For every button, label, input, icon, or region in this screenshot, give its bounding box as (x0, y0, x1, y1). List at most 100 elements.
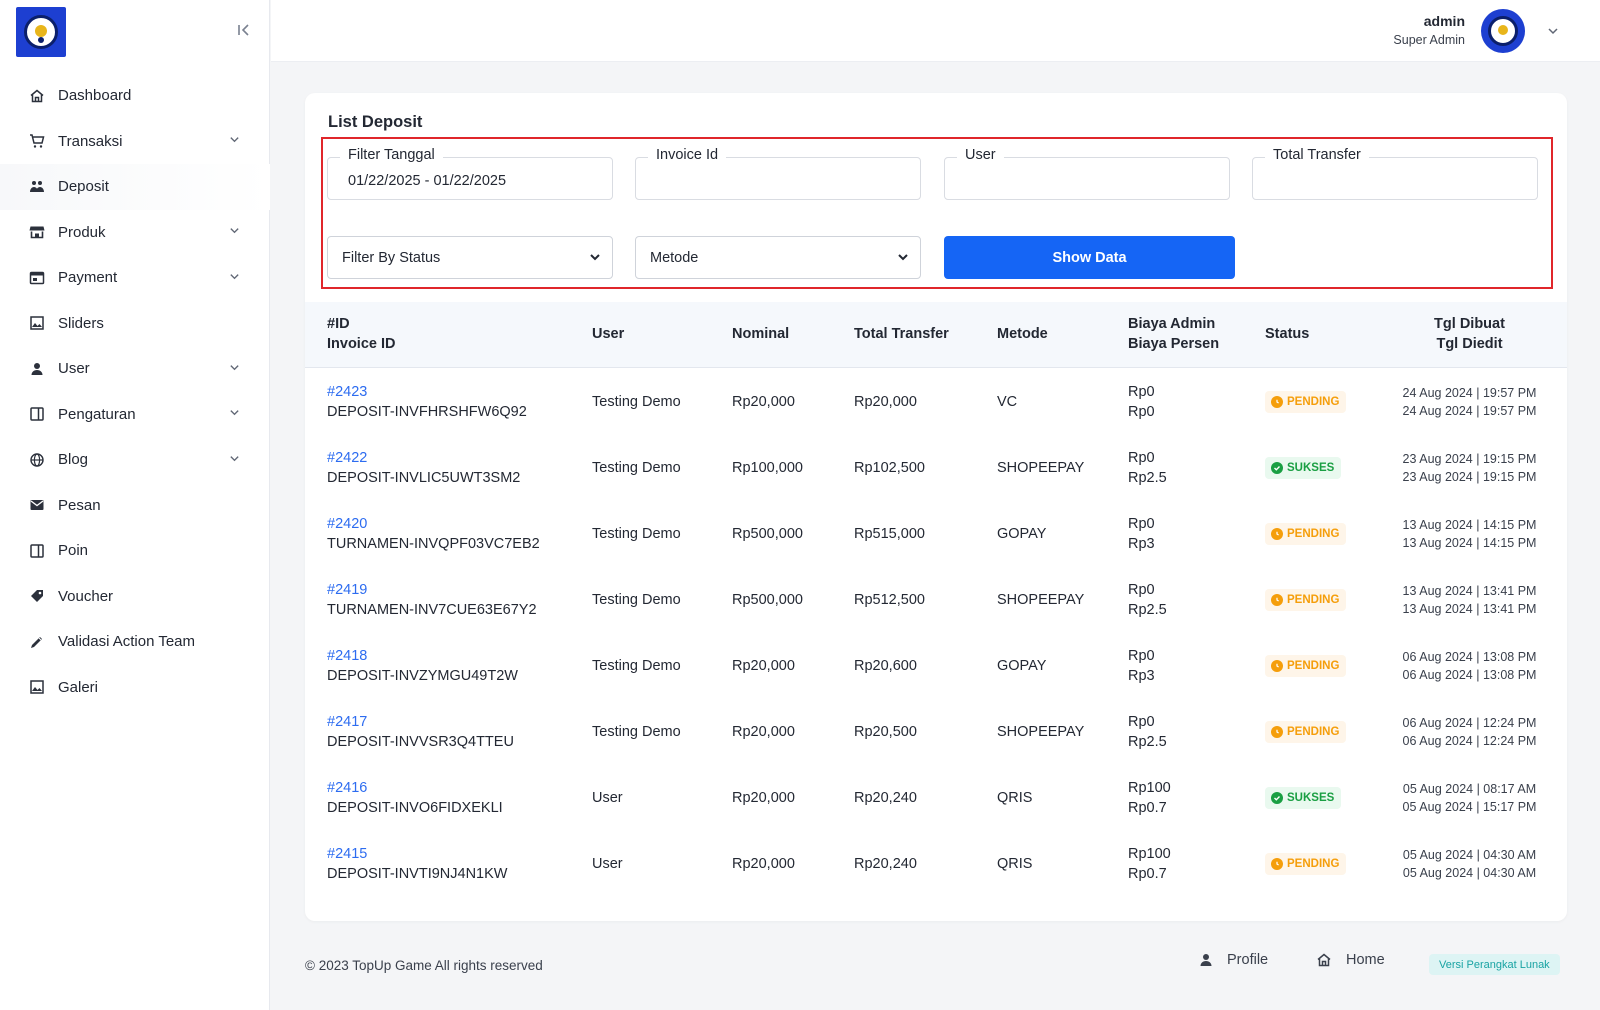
column-header-nominal[interactable]: Nominal (732, 326, 790, 342)
topbar (271, 0, 1600, 62)
deposit-id-link[interactable]: #2418 (327, 648, 368, 664)
deposit-icon (28, 178, 46, 196)
chevron-down-icon[interactable] (229, 360, 240, 378)
clock-icon (1271, 528, 1283, 540)
total-transfer-input[interactable] (1253, 158, 1537, 199)
status-badge: PENDING (1265, 589, 1347, 611)
row-edited-date: 05 Aug 2024 | 04:30 AM (1402, 866, 1537, 880)
status-filter-select[interactable]: Filter By Status (327, 236, 613, 279)
deposit-list-card: List Deposit Filter Tanggal 01/22/2025 -… (305, 93, 1567, 921)
deposit-id-link[interactable]: #2423 (327, 384, 368, 400)
row-nominal: Rp20,000 (732, 724, 795, 740)
chevron-down-icon[interactable] (229, 405, 240, 423)
row-created-date: 05 Aug 2024 | 04:30 AM (1402, 848, 1537, 862)
user-menu-chevron-down-icon[interactable] (1547, 24, 1559, 42)
deposit-id-link[interactable]: #2420 (327, 516, 368, 532)
method-filter-select[interactable]: Metode (635, 236, 921, 279)
column-header-user[interactable]: User (592, 326, 625, 342)
wallet-icon (28, 269, 46, 287)
method-filter-value: Metode (650, 250, 699, 266)
deposit-id-link[interactable]: #2422 (327, 450, 368, 466)
version-badge: Versi Perangkat Lunak (1429, 954, 1560, 975)
sidebar-item-sliders[interactable]: Sliders (0, 301, 270, 347)
row-created-date: 06 Aug 2024 | 13:08 PM (1402, 650, 1537, 664)
deposit-id-link[interactable]: #2415 (327, 846, 368, 862)
sidebar-item-label: User (58, 360, 90, 378)
chevron-down-icon[interactable] (229, 451, 240, 469)
status-label: PENDING (1287, 396, 1340, 408)
show-data-button[interactable]: Show Data (944, 236, 1235, 279)
sidebar-item-blog[interactable]: Blog (0, 437, 270, 483)
sidebar-item-produk[interactable]: Produk (0, 210, 270, 256)
column-header-dates[interactable]: Tgl Dibuat Tgl Diedit (1382, 314, 1557, 354)
status-label: PENDING (1287, 594, 1340, 606)
invoice-id: DEPOSIT-INVZYMGU49T2W (327, 668, 518, 684)
row-user: Testing Demo (592, 724, 681, 740)
column-header-total[interactable]: Total Transfer (854, 326, 949, 342)
date-filter-field[interactable]: Filter Tanggal 01/22/2025 - 01/22/2025 (327, 147, 613, 200)
user-filter-field[interactable]: User (944, 147, 1230, 200)
app-logo[interactable] (16, 7, 66, 57)
column-header-fees[interactable]: Biaya Admin Biaya Persen (1128, 314, 1219, 354)
row-edited-date: 23 Aug 2024 | 19:15 PM (1402, 470, 1537, 484)
clock-icon (1271, 858, 1283, 870)
sidebar-item-transaksi[interactable]: Transaksi (0, 119, 270, 165)
chevron-down-icon[interactable] (229, 223, 240, 241)
sidebar-item-pengaturan[interactable]: Pengaturan (0, 392, 270, 438)
row-user: Testing Demo (592, 460, 681, 476)
row-nominal: Rp20,000 (732, 790, 795, 806)
chevron-down-icon[interactable] (229, 269, 240, 287)
footer-profile-link[interactable]: Profile (1199, 952, 1268, 968)
deposit-id-link[interactable]: #2417 (327, 714, 368, 730)
table-row: #2422 DEPOSIT-INVLIC5UWT3SM2 Testing Demo R… (305, 435, 1567, 501)
table-row: #2418 DEPOSIT-INVZYMGU49T2W Testing Demo Rp… (305, 633, 1567, 699)
row-edited-date: 13 Aug 2024 | 14:15 PM (1402, 536, 1537, 550)
store-icon (28, 223, 46, 241)
row-admin-fee: Rp0 (1128, 450, 1155, 466)
row-total-transfer: Rp102,500 (854, 460, 925, 476)
sidebar-item-pesan[interactable]: Pesan (0, 483, 270, 529)
tag-icon (28, 587, 46, 605)
invoice-id-field[interactable]: Invoice Id (635, 147, 921, 200)
table-row: #2416 DEPOSIT-INVO6FIDXEKLI User Rp20,000 Rp… (305, 765, 1567, 831)
sidebar-item-validasi-action-team[interactable]: Validasi Action Team (0, 619, 270, 665)
check-icon (1271, 462, 1283, 474)
table-row: #2417 DEPOSIT-INVVSR3Q4TTEU Testing Demo Rp… (305, 699, 1567, 765)
sidebar-item-dashboard[interactable]: Dashboard (0, 73, 270, 119)
row-nominal: Rp20,000 (732, 394, 795, 410)
row-user: Testing Demo (592, 592, 681, 608)
sidebar-item-deposit[interactable]: Deposit (0, 164, 270, 210)
sidebar-item-galeri[interactable]: Galeri (0, 665, 270, 711)
invoice-id: DEPOSIT-INVTI9NJ4N1KW (327, 866, 508, 882)
row-total-transfer: Rp20,600 (854, 658, 917, 674)
column-header-status[interactable]: Status (1265, 326, 1310, 342)
chevron-down-icon (896, 250, 910, 269)
row-total-transfer: Rp20,500 (854, 724, 917, 740)
status-badge: PENDING (1265, 523, 1347, 545)
deposit-id-link[interactable]: #2416 (327, 780, 368, 796)
home-icon (28, 87, 46, 105)
footer-home-link[interactable]: Home (1316, 952, 1385, 968)
sidebar-item-payment[interactable]: Payment (0, 255, 270, 301)
column-id-label: #ID (327, 316, 350, 332)
row-percent-fee: Rp0 (1128, 404, 1155, 420)
sidebar-item-voucher[interactable]: Voucher (0, 574, 270, 620)
sidebar-item-user[interactable]: User (0, 346, 270, 392)
row-method: VC (997, 394, 1018, 410)
avatar[interactable] (1481, 9, 1525, 53)
user-filter-input[interactable] (945, 158, 1229, 199)
column-header-method[interactable]: Metode (997, 326, 1048, 342)
collapse-sidebar-icon[interactable] (236, 22, 254, 40)
chevron-down-icon[interactable] (229, 132, 240, 150)
row-percent-fee: Rp3 (1128, 668, 1155, 684)
sidebar-item-poin[interactable]: Poin (0, 528, 270, 574)
row-edited-date: 05 Aug 2024 | 15:17 PM (1402, 800, 1537, 814)
row-percent-fee: Rp2.5 (1128, 470, 1167, 486)
row-user: Testing Demo (592, 526, 681, 542)
deposit-id-link[interactable]: #2419 (327, 582, 368, 598)
row-method: QRIS (997, 790, 1033, 806)
invoice-id-input[interactable] (636, 158, 920, 199)
clock-icon (1271, 396, 1283, 408)
total-transfer-field[interactable]: Total Transfer (1252, 147, 1538, 200)
column-header-id[interactable]: #ID Invoice ID (327, 314, 396, 354)
